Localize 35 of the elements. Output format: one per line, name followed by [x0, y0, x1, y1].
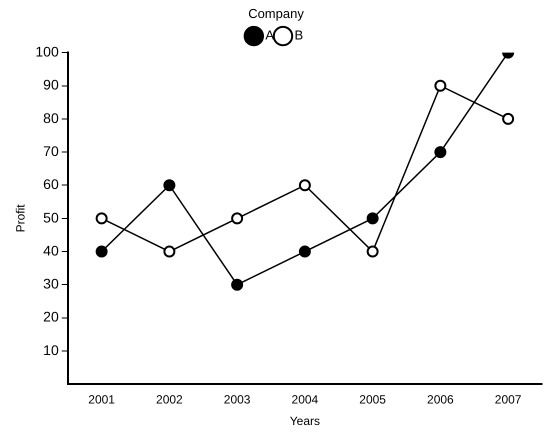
- point: [298, 246, 311, 258]
- y-tick-label: 60: [43, 176, 59, 192]
- y-tick-label: 30: [43, 276, 59, 292]
- y-tick-label: 10: [43, 342, 59, 358]
- point: [163, 246, 176, 258]
- point: [231, 278, 244, 291]
- y-tick-label: 90: [43, 76, 59, 93]
- y-axis-title: Profit: [14, 204, 28, 232]
- point: [502, 112, 514, 125]
- x-tick-label: 2002: [156, 392, 184, 407]
- x-tick-label: 2003: [224, 392, 251, 407]
- point: [231, 212, 244, 224]
- legend-label: B: [294, 28, 304, 43]
- x-tick-label: 2001: [88, 392, 116, 407]
- legend-title: Company: [248, 6, 304, 22]
- x-tick-label: 2007: [494, 392, 522, 407]
- x-tick-label: 2004: [292, 392, 319, 407]
- x-tick-label: 2005: [359, 392, 386, 407]
- x-tick-label: 2006: [427, 392, 454, 407]
- point: [96, 246, 108, 258]
- y-tick-label: 40: [43, 242, 59, 258]
- point: [163, 179, 176, 192]
- point: [434, 80, 446, 92]
- legend-label: A: [265, 28, 274, 43]
- point: [434, 146, 446, 158]
- y-tick-label: 100: [35, 43, 59, 60]
- y-tick-label: 50: [43, 209, 59, 226]
- point: [96, 212, 108, 224]
- y-tick-label: 70: [43, 142, 59, 159]
- point: [298, 179, 311, 192]
- x-axis-title: Years: [290, 414, 320, 428]
- y-tick-label: 20: [43, 308, 59, 325]
- point: [366, 212, 379, 224]
- y-tick-label: 80: [43, 110, 59, 126]
- point: [366, 246, 379, 258]
